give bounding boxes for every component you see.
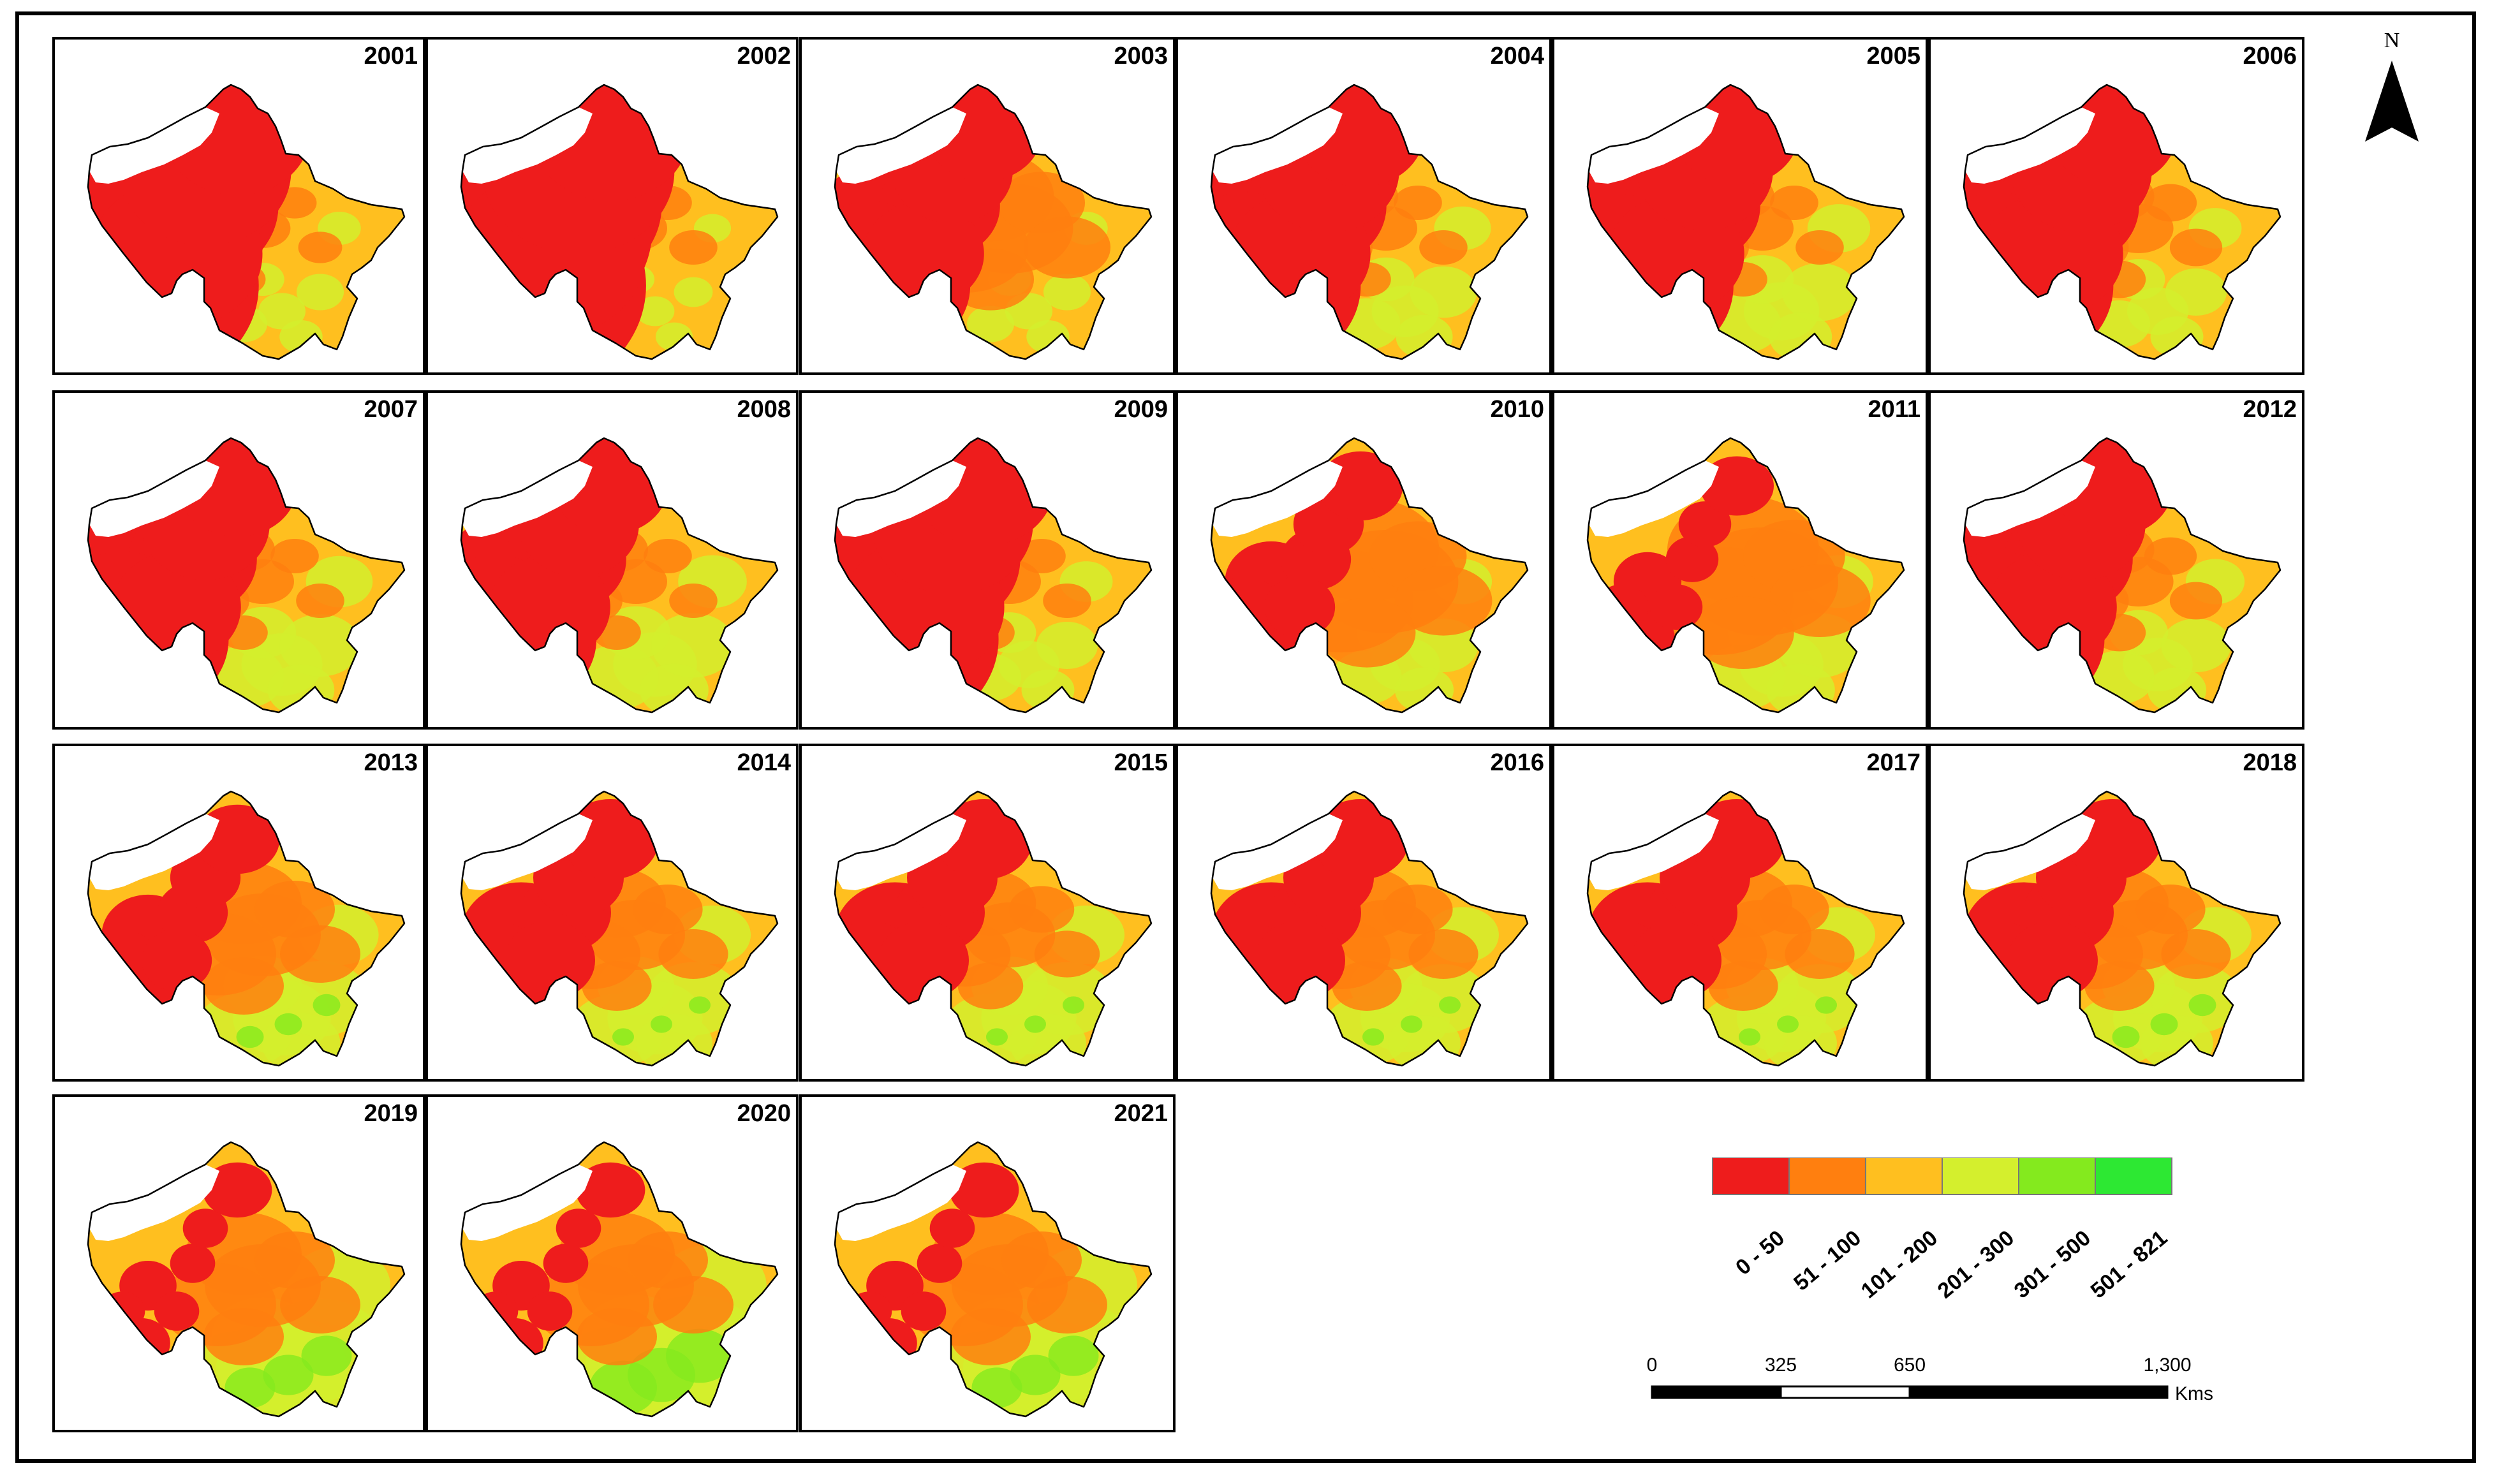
legend-swatch: [1788, 1157, 1866, 1195]
map-panel-2003: 2003: [799, 37, 1176, 375]
legend-swatch: [1942, 1157, 2019, 1195]
year-label: 2014: [737, 749, 791, 776]
legend-label: 0 - 50: [1731, 1226, 1789, 1280]
legend-label: 201 - 300: [1933, 1226, 2019, 1303]
map-panel-2004: 2004: [1176, 37, 1552, 375]
map-panel-2010: 2010: [1176, 390, 1552, 730]
year-label: 2006: [2243, 43, 2297, 70]
year-label: 2021: [1114, 1100, 1168, 1127]
legend-label: 501 - 821: [2086, 1226, 2172, 1303]
map-panel-2009: 2009: [799, 390, 1176, 730]
map-panel-2001: 2001: [52, 37, 425, 375]
year-label: 2008: [737, 396, 791, 423]
map-panel-2007: 2007: [52, 390, 425, 730]
legend-label: 51 - 100: [1789, 1226, 1866, 1295]
map-panel-2006: 2006: [1928, 37, 2304, 375]
year-label: 2016: [1490, 749, 1544, 776]
scale-tick-1300: 1,300: [2143, 1355, 2191, 1376]
scale-segment-3: [1908, 1385, 2169, 1399]
year-label: 2019: [364, 1100, 418, 1127]
north-label: N: [2384, 29, 2400, 52]
map-panel-2015: 2015: [799, 744, 1176, 1082]
year-label: 2005: [1866, 43, 1920, 70]
year-label: 2013: [364, 749, 418, 776]
map-panel-2002: 2002: [425, 37, 799, 375]
scale-segment-2: [1780, 1385, 1911, 1399]
year-label: 2011: [1868, 396, 1920, 423]
scale-tick-325: 325: [1765, 1355, 1797, 1376]
scale-bar: 0 325 650 1,300 Kms: [1647, 1355, 2213, 1404]
year-label: 2017: [1866, 749, 1920, 776]
legend-swatch: [1712, 1157, 1790, 1195]
year-label: 2020: [737, 1100, 791, 1127]
map-panel-2016: 2016: [1176, 744, 1552, 1082]
year-label: 2003: [1114, 43, 1168, 70]
scale-segment-1: [1651, 1385, 1782, 1399]
legend-swatch: [1865, 1157, 1943, 1195]
north-arrow-icon: [2365, 61, 2419, 142]
north-arrow: N: [2365, 29, 2419, 142]
year-label: 2015: [1114, 749, 1168, 776]
year-label: 2009: [1114, 396, 1168, 423]
map-panel-2014: 2014: [425, 744, 799, 1082]
map-panel-2005: 2005: [1552, 37, 1928, 375]
scale-unit: Kms: [2175, 1383, 2213, 1404]
year-label: 2018: [2243, 749, 2297, 776]
year-label: 2010: [1490, 396, 1544, 423]
scale-tick-650: 650: [1894, 1355, 1926, 1376]
legend-label: 301 - 500: [2010, 1226, 2095, 1303]
legend-label: 101 - 200: [1857, 1226, 1942, 1303]
legend-swatch: [2018, 1157, 2096, 1195]
map-panel-2021: 2021: [799, 1094, 1176, 1432]
year-label: 2007: [364, 396, 418, 423]
map-panel-2011: 2011: [1552, 390, 1928, 730]
map-panel-2012: 2012: [1928, 390, 2304, 730]
year-label: 2001: [364, 43, 418, 70]
map-panel-2017: 2017: [1552, 744, 1928, 1082]
map-panel-2013: 2013: [52, 744, 425, 1082]
scale-tick-0: 0: [1647, 1355, 1658, 1376]
year-label: 2002: [737, 43, 791, 70]
map-panel-2008: 2008: [425, 390, 799, 730]
map-panel-2018: 2018: [1928, 744, 2304, 1082]
map-panel-2020: 2020: [425, 1094, 799, 1432]
map-panel-2019: 2019: [52, 1094, 425, 1432]
year-label: 2004: [1490, 43, 1544, 70]
year-label: 2012: [2243, 396, 2297, 423]
legend-swatch: [2095, 1157, 2172, 1195]
